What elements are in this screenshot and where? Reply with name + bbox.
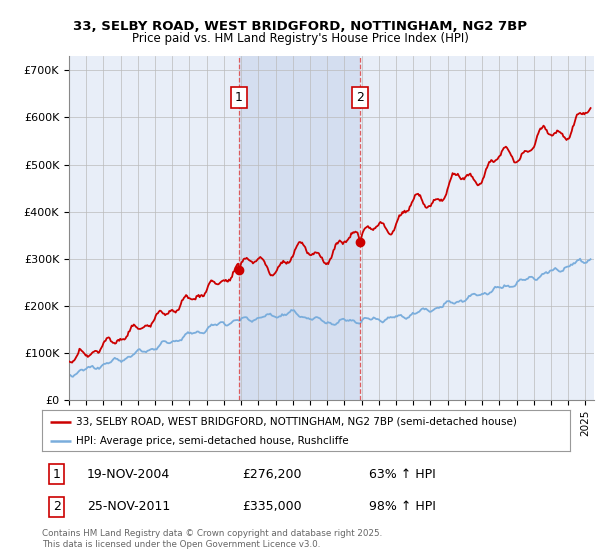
Text: £276,200: £276,200	[242, 468, 302, 481]
Text: 33, SELBY ROAD, WEST BRIDGFORD, NOTTINGHAM, NG2 7BP (semi-detached house): 33, SELBY ROAD, WEST BRIDGFORD, NOTTINGH…	[76, 417, 517, 427]
Text: 19-NOV-2004: 19-NOV-2004	[87, 468, 170, 481]
Text: 2: 2	[356, 91, 364, 104]
Text: Price paid vs. HM Land Registry's House Price Index (HPI): Price paid vs. HM Land Registry's House …	[131, 32, 469, 45]
Text: HPI: Average price, semi-detached house, Rushcliffe: HPI: Average price, semi-detached house,…	[76, 436, 349, 446]
Bar	[239, 56, 360, 400]
Text: 2: 2	[53, 500, 61, 513]
Text: £335,000: £335,000	[242, 500, 302, 513]
Text: 98% ↑ HPI: 98% ↑ HPI	[370, 500, 436, 513]
Text: 25-NOV-2011: 25-NOV-2011	[87, 500, 170, 513]
Text: 1: 1	[235, 91, 243, 104]
Text: Contains HM Land Registry data © Crown copyright and database right 2025.
This d: Contains HM Land Registry data © Crown c…	[42, 529, 382, 549]
Text: 33, SELBY ROAD, WEST BRIDGFORD, NOTTINGHAM, NG2 7BP: 33, SELBY ROAD, WEST BRIDGFORD, NOTTINGH…	[73, 20, 527, 32]
Text: 63% ↑ HPI: 63% ↑ HPI	[370, 468, 436, 481]
Text: 1: 1	[53, 468, 61, 481]
